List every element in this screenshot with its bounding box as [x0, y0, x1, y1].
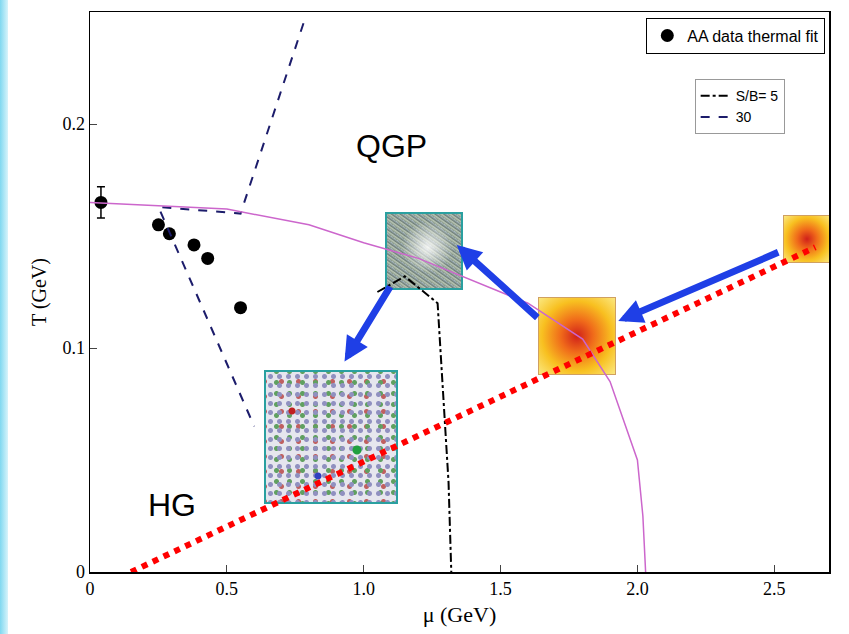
svg-text:T (GeV): T (GeV)	[28, 258, 51, 326]
svg-text:2.0: 2.0	[626, 579, 649, 599]
svg-text:0.1: 0.1	[62, 338, 85, 358]
svg-text:AA data thermal fit: AA data thermal fit	[687, 28, 818, 45]
svg-text:30: 30	[736, 109, 752, 125]
svg-text:1.0: 1.0	[352, 579, 375, 599]
svg-text:0.5: 0.5	[216, 579, 239, 599]
svg-text:2.5: 2.5	[763, 579, 786, 599]
svg-text:0: 0	[86, 579, 95, 599]
svg-text:0: 0	[76, 562, 85, 582]
svg-text:QGP: QGP	[356, 128, 427, 164]
svg-text:HG: HG	[148, 487, 196, 523]
svg-text:1.5: 1.5	[489, 579, 512, 599]
svg-text:S/B= 5: S/B= 5	[736, 88, 779, 104]
svg-text:0.2: 0.2	[62, 114, 85, 134]
svg-text:μ (GeV): μ (GeV)	[423, 602, 497, 627]
